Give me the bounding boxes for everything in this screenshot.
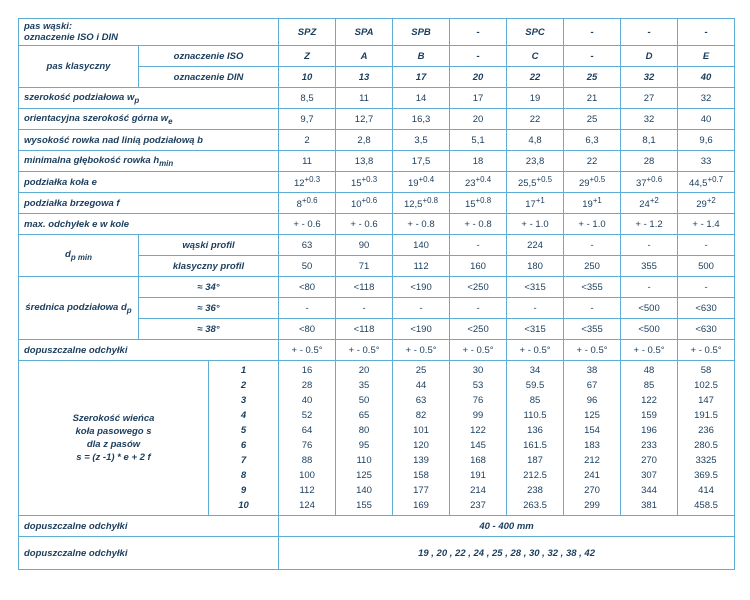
row-max-e: max. odchyłek e w kole+ - 0.6+ - 0.6+ - … bbox=[19, 214, 735, 235]
row-f: podziałka brzegowa f8+0.610+0.612,5+0.81… bbox=[19, 193, 735, 214]
row-b: wysokość rowka nad linią podziałową b22,… bbox=[19, 130, 735, 151]
row-e: podziałka koła e12+0.315+0.319+0.423+0.4… bbox=[19, 172, 735, 193]
header-pas-waski: pas wąski: oznaczenie ISO i DIN bbox=[19, 19, 279, 46]
belt-spec-table: pas wąski: oznaczenie ISO i DIN SPZ SPA … bbox=[18, 18, 735, 570]
row-we: orientacyjna szerokość górna we9,712,716… bbox=[19, 109, 735, 130]
row-wienca: Szerokość wieńca koła pasowego s dla z p… bbox=[19, 361, 735, 516]
row-dop1: dopuszczalne odchyłki+ - 0.5°+ - 0.5°+ -… bbox=[19, 340, 735, 361]
row-hmin: minimalna głębokość rowka hmin1113,817,5… bbox=[19, 151, 735, 172]
row-dop2: dopuszczalne odchyłki40 - 400 mm bbox=[19, 516, 735, 537]
header-pas-klasyczny: pas klasyczny bbox=[19, 46, 139, 88]
row-dop3: dopuszczalne odchyłki19 , 20 , 22 , 24 ,… bbox=[19, 537, 735, 570]
row-wp: szerokość podziałowa wp8,511141719212732 bbox=[19, 88, 735, 109]
